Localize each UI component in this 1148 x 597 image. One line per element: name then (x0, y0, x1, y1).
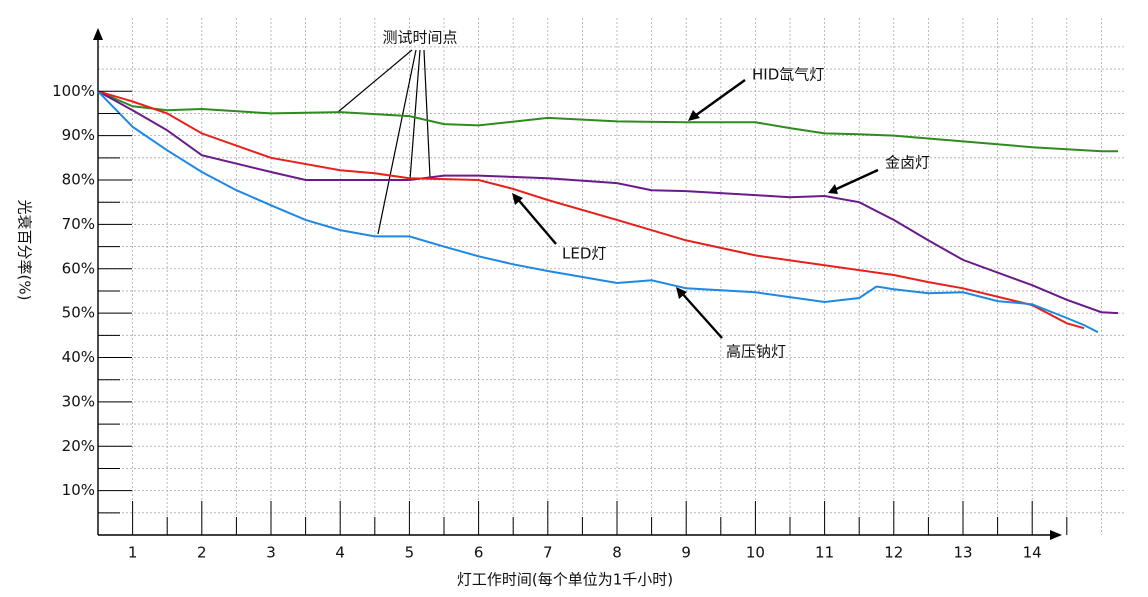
x-tick-label: 11 (815, 544, 834, 562)
x-tick-label: 1 (128, 544, 138, 562)
arrows (512, 79, 879, 339)
y-tick-label: 20% (62, 437, 95, 455)
series-label: HID氙气灯 (752, 66, 824, 84)
y-tick-label: 10% (62, 481, 95, 499)
y-tick-label: 60% (62, 259, 95, 277)
annotation: 测试时间点 (382, 29, 457, 47)
y-axis-label: 光衰百分率(%) (16, 200, 34, 301)
annotation-lines (337, 49, 431, 235)
x-axis-arrow (1050, 530, 1062, 540)
x-tick-label: 10 (746, 544, 765, 562)
x-tick-label: 8 (612, 544, 622, 562)
series-label: LED灯 (562, 245, 606, 263)
series-line (97, 90, 1085, 330)
y-tick-label: 30% (62, 392, 95, 410)
x-tick-label: 7 (543, 544, 553, 562)
y-tick-label: 80% (62, 171, 95, 189)
y-axis-arrow (93, 28, 103, 40)
x-tick-label: 5 (405, 544, 415, 562)
y-tick-label: 40% (62, 348, 95, 366)
series-label: 金卤灯 (885, 154, 930, 172)
x-tick-label: 12 (884, 544, 903, 562)
y-tick-label: 70% (62, 215, 95, 233)
x-tick-label: 4 (335, 544, 345, 562)
x-tick-label: 13 (953, 544, 972, 562)
x-tick-label: 6 (474, 544, 484, 562)
x-axis-label: 灯工作时间(每个单位为1千小时) (457, 571, 673, 589)
series-line (97, 90, 1099, 334)
x-tick-label: 14 (1023, 544, 1042, 562)
grid (98, 18, 1126, 535)
x-tick-label: 9 (681, 544, 691, 562)
y-tick-label: 100% (52, 82, 95, 100)
x-tick-label: 2 (197, 544, 207, 562)
y-tick-label: 90% (62, 126, 95, 144)
x-tick-label: 3 (266, 544, 276, 562)
y-tick-label: 50% (62, 304, 95, 322)
series-line (97, 90, 1119, 315)
series-line (97, 90, 1118, 153)
series-label: 高压钠灯 (726, 343, 786, 361)
